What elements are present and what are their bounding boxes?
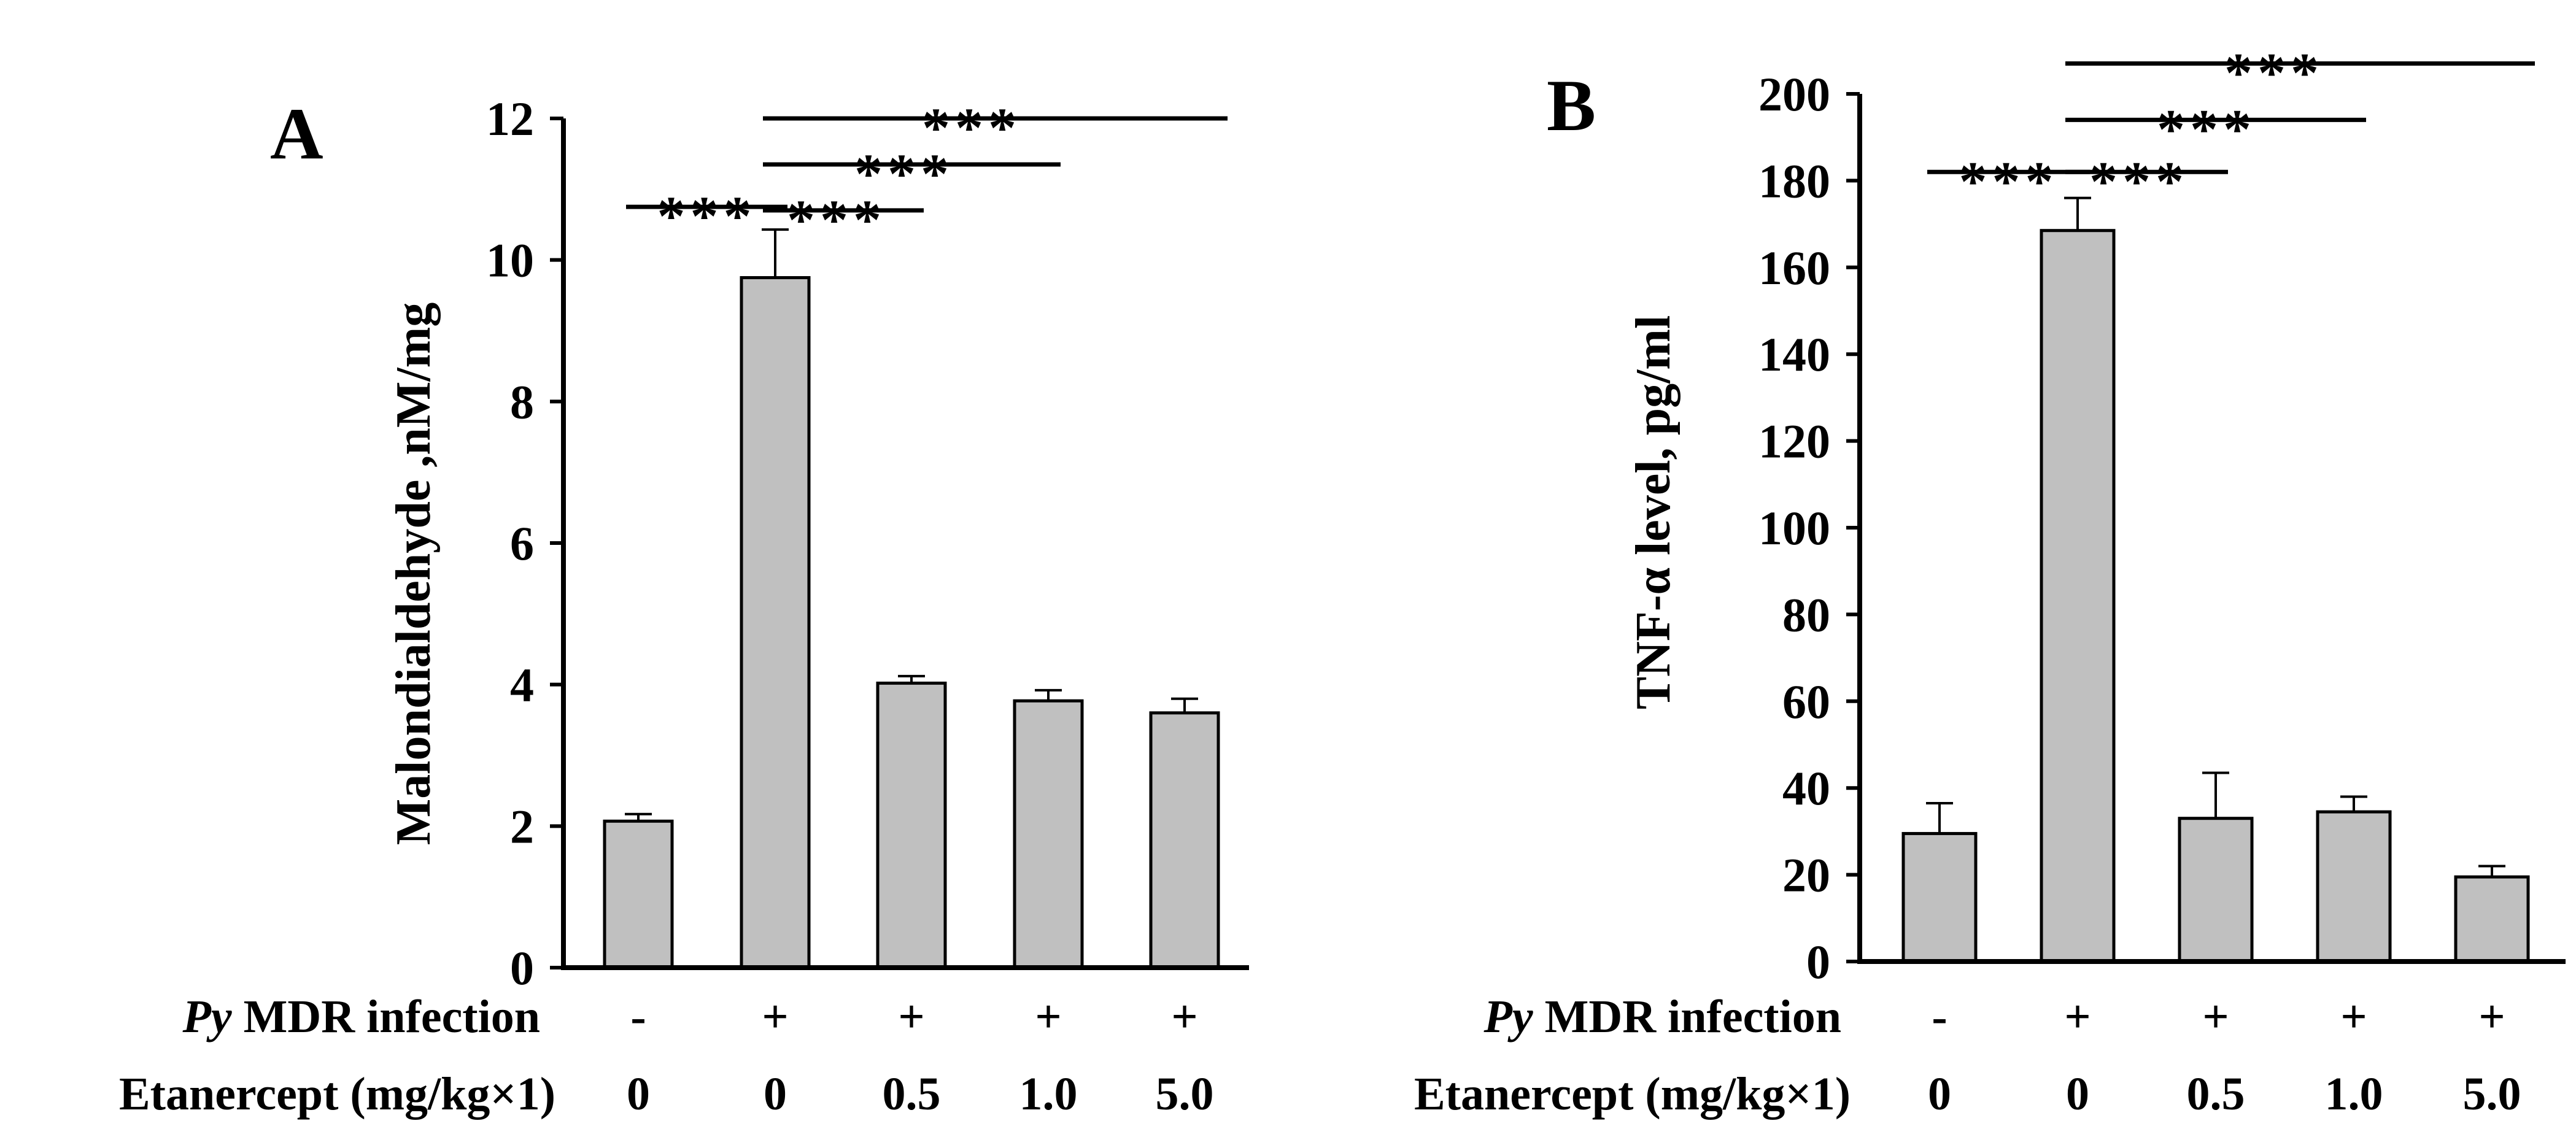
panel-a-error-bar-5 <box>1171 697 1198 713</box>
panel-b-infection-values: - + + + + <box>1932 991 2505 1043</box>
panel-a-infection-value-1: - <box>630 991 646 1043</box>
panel-a-y-ticks: 0 2 4 6 8 10 12 <box>486 92 563 995</box>
panel-a-error-bar-3 <box>898 674 925 684</box>
panel-a-etanercept-values: 0 0 0.5 1.0 5.0 <box>627 1068 1214 1120</box>
panel-b-bar-2 <box>2040 229 2116 963</box>
panel-b-y-axis-title: TNF-α level, pg/ml <box>1626 315 1681 709</box>
panel-b-y-tick-label-80: 80 <box>1782 588 1830 641</box>
panel-a-letter: A <box>270 93 323 174</box>
panel-a-infection-value-4: + <box>1035 991 1061 1043</box>
panel-a-bar-1 <box>603 819 674 969</box>
panel-a-y-tick-label-10: 10 <box>486 234 534 287</box>
panel-a-bars <box>603 276 1220 969</box>
panel-a-bar-5 <box>1149 711 1220 969</box>
panel-a-bar-2 <box>740 276 811 969</box>
panel-b-etanercept-value-5: 5.0 <box>2463 1068 2521 1120</box>
panel-b-infection-label-italic: Py <box>1483 991 1533 1043</box>
panel-b-conditions: Py MDR infection Etanercept (mg/kg×1) - +… <box>1414 991 2521 1120</box>
panel-a-infection-label: Py MDR infection <box>182 991 540 1043</box>
panel-b-bars <box>1901 229 2530 963</box>
panel-a-error-bars <box>625 228 1198 822</box>
panel-a-etanercept-value-1: 0 <box>627 1068 650 1120</box>
panel-a-etanercept-value-3: 0.5 <box>883 1068 941 1120</box>
panel-b-error-bar-2 <box>2064 196 2091 231</box>
panel-b-bar-1 <box>1901 831 1978 963</box>
panel-b-bar-3 <box>2178 817 2254 963</box>
panel-a-y-tick-label-8: 8 <box>510 375 534 428</box>
panel-a-infection-label-italic: Py <box>182 991 231 1043</box>
panel-a-y-tick-label-6: 6 <box>510 517 534 570</box>
panel-a-conditions: Py MDR infection Etanercept (mg/kg×1) - +… <box>119 991 1214 1120</box>
panel-b-infection-label-rest: MDR infection <box>1533 991 1841 1043</box>
panel-b-bar-5 <box>2454 875 2530 963</box>
panel-b-error-bar-3 <box>2202 771 2229 819</box>
panel-b-y-ticks: 0 20 40 60 80 100 120 140 160 180 200 <box>1758 67 1860 989</box>
panel-b-significance-label-3: *** <box>2157 98 2256 160</box>
panel-b-infection-value-4: + <box>2340 991 2367 1043</box>
panel-a-y-tick-label-2: 2 <box>510 800 534 853</box>
panel-b-etanercept-values: 0 0 0.5 1.0 5.0 <box>1928 1068 2521 1120</box>
panel-a-error-bar-2 <box>762 228 789 278</box>
panel-a-etanercept-value-4: 1.0 <box>1019 1068 1078 1120</box>
panel-b-y-tick-label-60: 60 <box>1782 675 1830 728</box>
panel-a-etanercept-value-2: 0 <box>764 1068 787 1120</box>
panel-b-infection-value-5: + <box>2478 991 2505 1043</box>
panel-b-infection-value-3: + <box>2202 991 2229 1043</box>
panel-b-etanercept-value-1: 0 <box>1928 1068 1951 1120</box>
panel-b-significance-label-4: *** <box>2224 42 2324 104</box>
panel-b-y-tick-label-200: 200 <box>1758 67 1830 121</box>
panel-b-significance: *** ********* <box>1927 42 2535 212</box>
panel-a-infection-value-5: + <box>1171 991 1197 1043</box>
panel-a-significance: *** ********* <box>626 96 1228 251</box>
panel-a-etanercept-label: Etanercept (mg/kg×1) <box>119 1068 555 1120</box>
panel-a-infection-value-3: + <box>898 991 924 1043</box>
panel-b-etanercept-label: Etanercept (mg/kg×1) <box>1414 1068 1851 1120</box>
panel-b-error-bars <box>1926 196 2505 877</box>
panel-a-significance-label-1: *** <box>657 185 757 247</box>
panel-b-etanercept-value-4: 1.0 <box>2325 1068 2383 1120</box>
panel-b-y-tick-label-160: 160 <box>1758 241 1830 295</box>
panel-b-significance-label-1: *** <box>1959 150 2059 212</box>
panel-b-y-tick-label-0: 0 <box>1806 935 1830 989</box>
panel-b-y-tick-label-120: 120 <box>1758 415 1830 468</box>
panel-b-infection-label: Py MDR infection <box>1483 991 1841 1043</box>
panel-b-letter: B <box>1547 64 1596 146</box>
panel-a-infection-label-rest: MDR infection <box>232 991 540 1043</box>
panel-b-etanercept-value-3: 0.5 <box>2187 1068 2245 1120</box>
panel-a-error-bar-1 <box>625 812 652 822</box>
panel-a-infection-value-2: + <box>762 991 788 1043</box>
panel-b-error-bar-5 <box>2478 865 2505 877</box>
panel-a-y-tick-label-4: 4 <box>510 658 534 712</box>
panel-b-y-tick-label-180: 180 <box>1758 154 1830 207</box>
panel-b-y-tick-label-40: 40 <box>1782 761 1830 815</box>
panel-a-y-tick-label-12: 12 <box>486 92 534 145</box>
panel-a-infection-values: - + + + + <box>630 991 1197 1043</box>
panel-a-bar-3 <box>876 681 947 969</box>
panel-a-significance-label-3: *** <box>854 142 954 205</box>
panel-b-bar-4 <box>2316 810 2392 963</box>
panel-a-significance-label-4: *** <box>922 96 1021 159</box>
panel-a-y-tick-label-0: 0 <box>510 941 534 995</box>
panel-b-y-tick-label-140: 140 <box>1758 328 1830 381</box>
panel-b-error-bar-1 <box>1926 801 1953 834</box>
panel-b-chart: B TNF-α level, pg/ml 0 20 40 60 80 100 120 140 1… <box>1547 42 2566 989</box>
panel-a-bar-4 <box>1013 699 1084 969</box>
panel-b-y-tick-label-100: 100 <box>1758 501 1830 555</box>
panel-b-infection-value-2: + <box>2064 991 2091 1043</box>
panel-a-etanercept-value-5: 5.0 <box>1156 1068 1214 1120</box>
panel-a-y-axis-title: Malondialdehyde ,nM/mg <box>387 303 441 846</box>
panel-a-error-bar-4 <box>1035 688 1062 701</box>
panel-b-error-bar-4 <box>2340 795 2367 812</box>
panel-b-etanercept-value-2: 0 <box>2066 1068 2089 1120</box>
panel-a-significance-label-2: *** <box>787 188 886 251</box>
panel-b-significance-label-2: *** <box>2089 150 2189 212</box>
panel-b-y-tick-label-20: 20 <box>1782 849 1830 902</box>
panel-b-infection-value-1: - <box>1932 991 1947 1043</box>
